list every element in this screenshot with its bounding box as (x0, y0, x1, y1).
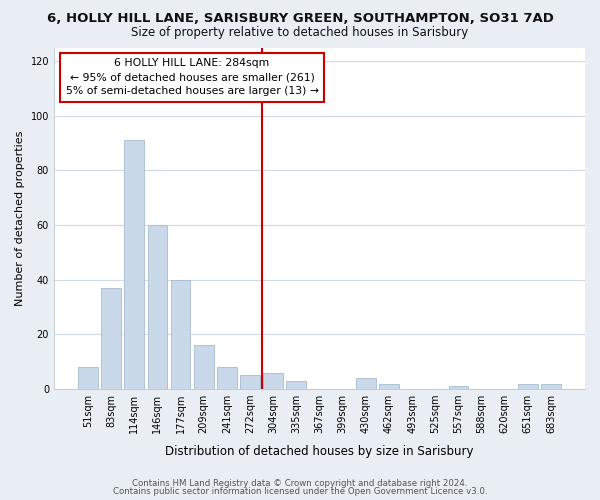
Bar (379, 384, 399, 389)
Bar (78, 367, 98, 389)
Text: Size of property relative to detached houses in Sarisbury: Size of property relative to detached ho… (131, 26, 469, 39)
Bar (101, 288, 121, 389)
X-axis label: Distribution of detached houses by size in Sarisbury: Distribution of detached houses by size … (165, 444, 474, 458)
Y-axis label: Number of detached properties: Number of detached properties (15, 130, 25, 306)
Bar (541, 384, 561, 389)
Bar (449, 386, 468, 389)
Bar (148, 225, 167, 389)
Bar (170, 280, 190, 389)
Text: Contains HM Land Registry data © Crown copyright and database right 2024.: Contains HM Land Registry data © Crown c… (132, 478, 468, 488)
Text: Contains public sector information licensed under the Open Government Licence v3: Contains public sector information licen… (113, 487, 487, 496)
Bar (217, 367, 236, 389)
Bar (240, 376, 260, 389)
Bar (124, 140, 144, 389)
Bar (518, 384, 538, 389)
Text: 6 HOLLY HILL LANE: 284sqm
← 95% of detached houses are smaller (261)
5% of semi-: 6 HOLLY HILL LANE: 284sqm ← 95% of detac… (65, 58, 319, 96)
Bar (194, 346, 214, 389)
Bar (286, 381, 306, 389)
Text: 6, HOLLY HILL LANE, SARISBURY GREEN, SOUTHAMPTON, SO31 7AD: 6, HOLLY HILL LANE, SARISBURY GREEN, SOU… (47, 12, 553, 26)
Bar (263, 372, 283, 389)
Bar (356, 378, 376, 389)
